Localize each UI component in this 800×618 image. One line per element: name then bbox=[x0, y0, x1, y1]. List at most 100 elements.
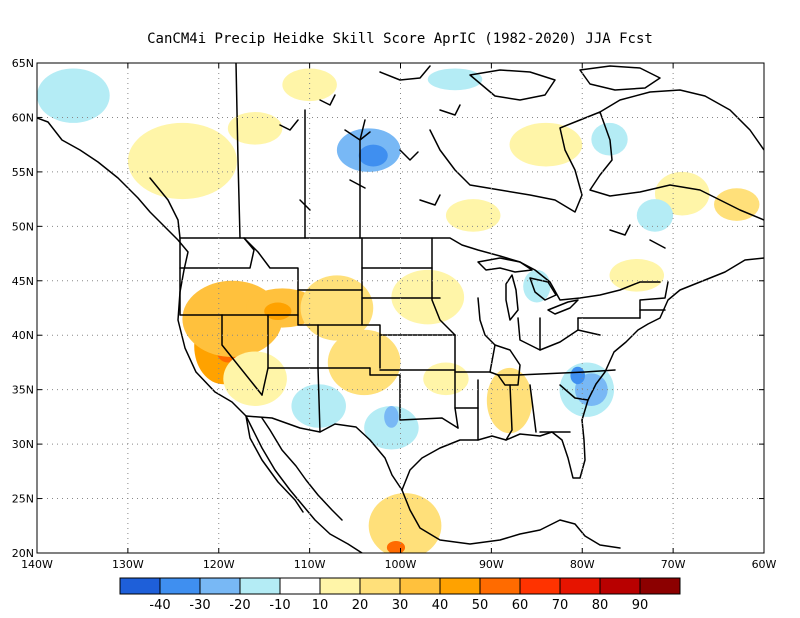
skill-patch bbox=[486, 367, 533, 434]
us-mexico-border bbox=[245, 415, 403, 491]
colorbar-label: 90 bbox=[632, 598, 649, 613]
colorbar-swatch bbox=[319, 577, 361, 595]
colorbar-label: -10 bbox=[269, 598, 290, 613]
skill-patch bbox=[427, 68, 483, 91]
state-border bbox=[497, 369, 616, 376]
state-border bbox=[179, 237, 223, 316]
state-border bbox=[369, 367, 459, 429]
state-border bbox=[431, 237, 456, 336]
canada-province-border bbox=[235, 63, 241, 239]
mexico-south-coastline bbox=[401, 489, 621, 549]
state-border bbox=[559, 384, 589, 401]
colorbar-label: 30 bbox=[392, 598, 409, 613]
skill-patch bbox=[37, 68, 110, 123]
colorbar-swatch bbox=[359, 577, 401, 595]
colorbar-label: 20 bbox=[352, 598, 369, 613]
lake-huron bbox=[529, 277, 557, 301]
colorbar-label: 70 bbox=[552, 598, 569, 613]
colorbar-label: 80 bbox=[592, 598, 609, 613]
colorbar-label: 40 bbox=[432, 598, 449, 613]
lake-superior bbox=[477, 257, 533, 273]
skill-patch bbox=[574, 373, 608, 406]
figure-title: CanCM4i Precip Heidke Skill Score AprIC … bbox=[147, 31, 653, 47]
lat-tick-label: 35N bbox=[12, 384, 34, 397]
colorbar-swatch bbox=[119, 577, 161, 595]
skill-patch bbox=[223, 351, 287, 406]
canadian-lake bbox=[399, 149, 419, 161]
hudson-bay-coastline bbox=[429, 111, 764, 221]
skill-patch bbox=[127, 122, 237, 200]
skill-patch bbox=[654, 171, 710, 216]
lat-tick-label: 30N bbox=[12, 438, 34, 451]
canadian-lake bbox=[349, 179, 366, 189]
lon-tick-label: 110W bbox=[294, 558, 326, 571]
lon-tick-label: 70W bbox=[661, 558, 686, 571]
canadian-lake bbox=[344, 129, 371, 141]
colorbar-swatch bbox=[159, 577, 201, 595]
skill-patch bbox=[384, 406, 399, 428]
lat-tick-label: 25N bbox=[12, 493, 34, 506]
lat-tick-label: 45N bbox=[12, 275, 34, 288]
colorbar: -40 -30 -20 -10 10 20 30 40 50 60 70 80 90 bbox=[119, 577, 681, 613]
arctic-island bbox=[469, 69, 556, 101]
state-border bbox=[639, 281, 669, 319]
colorbar-swatch bbox=[199, 577, 241, 595]
lon-tick-label: 90W bbox=[479, 558, 504, 571]
skill-score-field bbox=[37, 68, 760, 553]
skill-patch bbox=[364, 406, 419, 450]
canadian-lake bbox=[299, 199, 311, 211]
canadian-lake bbox=[419, 194, 441, 206]
lake-michigan bbox=[505, 274, 519, 321]
state-border bbox=[221, 314, 263, 396]
colorbar-swatch bbox=[639, 577, 681, 595]
hudson-strait-coastline bbox=[599, 89, 764, 151]
state-border bbox=[505, 384, 513, 441]
skill-patch bbox=[609, 259, 665, 292]
state-border bbox=[577, 317, 601, 336]
colorbar-swatch bbox=[519, 577, 561, 595]
lat-tick-label: 40N bbox=[12, 329, 34, 342]
lat-tick-label: 65N bbox=[12, 57, 34, 70]
state-border bbox=[317, 324, 381, 369]
canadian-lake bbox=[279, 119, 299, 131]
colorbar-swatch bbox=[439, 577, 481, 595]
canadian-lake bbox=[439, 104, 461, 116]
lat-tick-label: 60N bbox=[12, 111, 34, 124]
state-border bbox=[179, 237, 255, 269]
state-border bbox=[297, 314, 319, 369]
skill-patch bbox=[386, 541, 406, 553]
state-border bbox=[317, 367, 321, 433]
lon-tick-label: 80W bbox=[570, 558, 595, 571]
skill-patch bbox=[523, 269, 551, 303]
colorbar-swatch bbox=[239, 577, 281, 595]
state-border bbox=[517, 317, 579, 351]
lon-tick-label: 130W bbox=[112, 558, 144, 571]
colorbar-label: -20 bbox=[229, 598, 250, 613]
colorbar-label: 60 bbox=[512, 598, 529, 613]
canada-province-border bbox=[149, 177, 181, 239]
arctic-island bbox=[379, 65, 431, 81]
colorbar-swatch bbox=[479, 577, 521, 595]
colorbar-label: -30 bbox=[189, 598, 210, 613]
canadian-lake bbox=[319, 94, 336, 106]
arctic-island bbox=[579, 65, 661, 91]
lon-tick-label: 120W bbox=[203, 558, 235, 571]
colorbar-label: 10 bbox=[312, 598, 329, 613]
lat-tick-label: 50N bbox=[12, 220, 34, 233]
graticule bbox=[37, 63, 764, 553]
skill-patch bbox=[282, 68, 337, 102]
gulf-of-california-shore bbox=[261, 417, 343, 521]
canadian-lake bbox=[609, 224, 631, 236]
canadian-lake bbox=[649, 239, 666, 249]
skill-patch bbox=[327, 329, 401, 396]
skill-patch bbox=[636, 199, 674, 232]
skill-patch bbox=[227, 111, 283, 145]
coastlines-and-borders bbox=[37, 63, 764, 553]
lake-erie bbox=[547, 299, 579, 315]
lat-tick-label: 55N bbox=[12, 166, 34, 179]
gulf-coastline bbox=[401, 419, 586, 491]
colorbar-swatch bbox=[599, 577, 641, 595]
lon-tick-label: 60W bbox=[752, 558, 777, 571]
